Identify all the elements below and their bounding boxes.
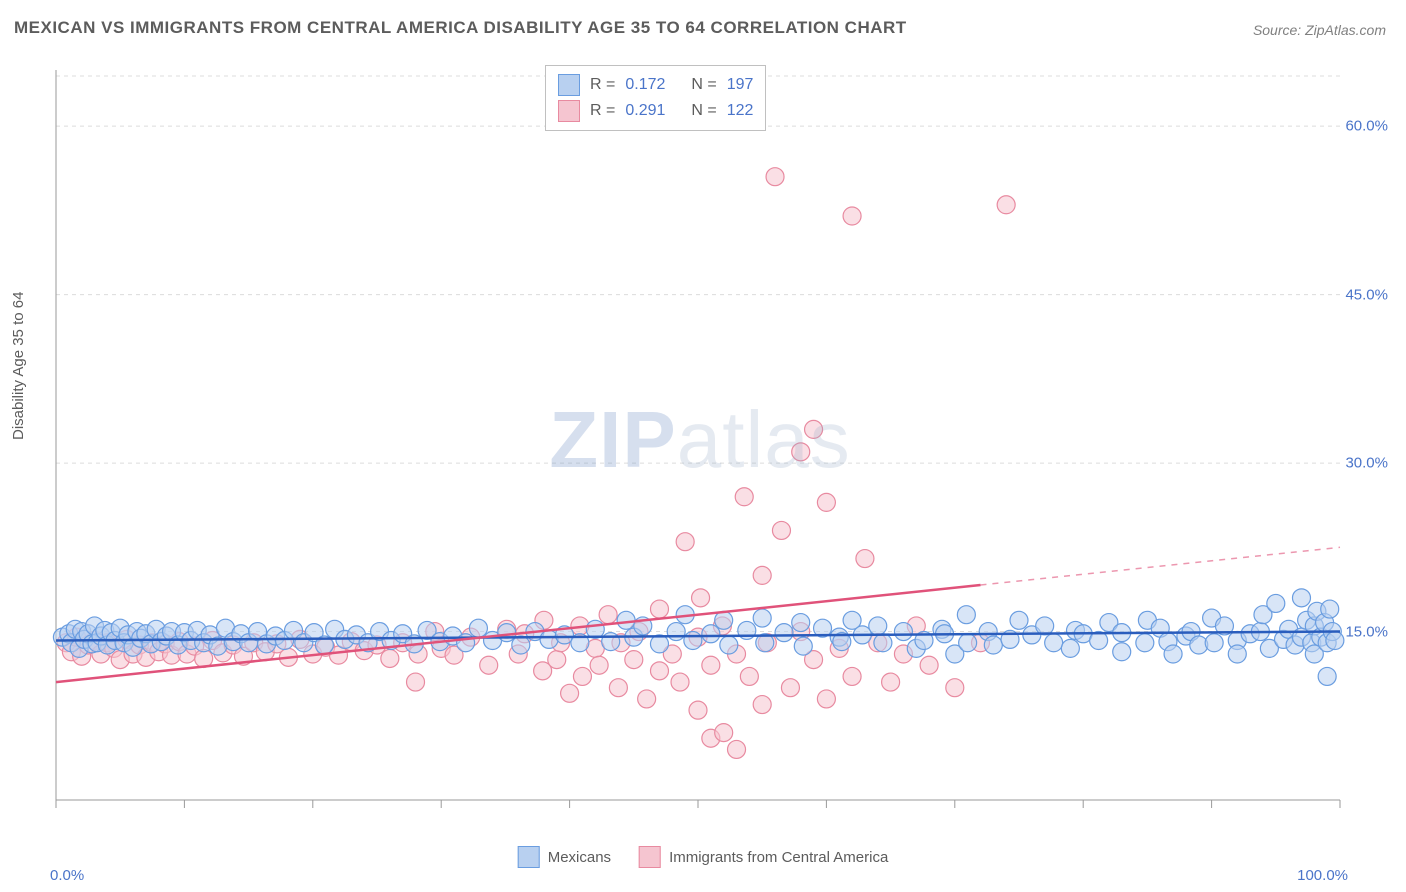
source-attribution: Source: ZipAtlas.com — [1253, 22, 1386, 38]
x-tick-max: 100.0% — [1297, 867, 1348, 884]
x-tick-min: 0.0% — [50, 867, 84, 884]
r-label: R = — [590, 102, 615, 120]
y-tick-label: 15.0% — [1345, 623, 1388, 640]
n-label: N = — [691, 102, 716, 120]
r-value: 0.291 — [625, 102, 665, 120]
y-tick-label: 45.0% — [1345, 286, 1388, 303]
r-value: 0.172 — [625, 76, 665, 94]
swatch-icon — [558, 74, 580, 96]
legend-item-immigrants: Immigrants from Central America — [639, 846, 888, 868]
stats-legend-box: R = 0.172 N = 197 R = 0.291 N = 122 — [545, 65, 766, 131]
y-tick-label: 60.0% — [1345, 118, 1388, 135]
y-axis-label: Disability Age 35 to 64 — [10, 292, 27, 440]
swatch-icon — [518, 846, 540, 868]
legend-label: Immigrants from Central America — [669, 849, 888, 866]
chart-title: MEXICAN VS IMMIGRANTS FROM CENTRAL AMERI… — [14, 18, 907, 38]
scatter-chart — [50, 60, 1350, 820]
plot-area: ZIPatlas — [50, 60, 1350, 820]
stats-row-1: R = 0.172 N = 197 — [558, 72, 753, 98]
stats-row-2: R = 0.291 N = 122 — [558, 98, 753, 124]
n-label: N = — [691, 76, 716, 94]
n-value: 122 — [727, 102, 754, 120]
r-label: R = — [590, 76, 615, 94]
legend-item-mexicans: Mexicans — [518, 846, 611, 868]
n-value: 197 — [727, 76, 754, 94]
swatch-icon — [558, 100, 580, 122]
bottom-legend: Mexicans Immigrants from Central America — [518, 846, 889, 868]
legend-label: Mexicans — [548, 849, 611, 866]
y-tick-label: 30.0% — [1345, 455, 1388, 472]
swatch-icon — [639, 846, 661, 868]
